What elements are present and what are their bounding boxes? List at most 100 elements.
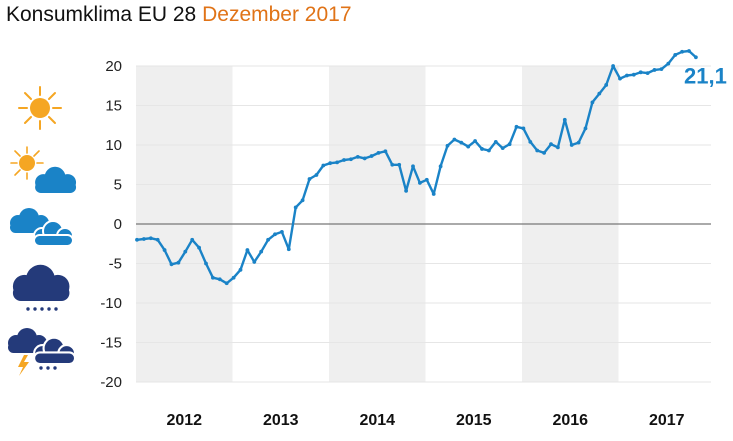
data-point	[480, 147, 484, 151]
data-point	[500, 146, 505, 151]
data-point	[625, 73, 629, 78]
data-point	[645, 71, 650, 76]
data-point	[673, 53, 678, 57]
y-tick-label: 15	[105, 98, 122, 115]
data-point	[431, 192, 436, 196]
data-point	[438, 164, 443, 169]
data-point	[535, 148, 540, 153]
storm-cloud-icon	[8, 328, 77, 376]
data-point	[204, 261, 208, 266]
data-point	[666, 61, 671, 66]
data-point	[459, 140, 464, 145]
data-point	[183, 249, 188, 254]
y-tick-label: -15	[100, 335, 122, 352]
data-point	[562, 117, 567, 122]
data-point	[349, 157, 353, 162]
data-point	[169, 262, 174, 267]
data-point	[528, 139, 533, 144]
data-point	[314, 173, 319, 177]
data-point	[618, 76, 622, 81]
data-point	[542, 151, 546, 155]
data-point	[590, 100, 595, 105]
data-point	[252, 260, 257, 264]
data-point	[611, 64, 615, 68]
y-tick-label: 20	[105, 58, 122, 75]
y-tick-label: -20	[100, 374, 122, 391]
data-point	[148, 236, 153, 241]
data-point	[631, 72, 636, 77]
data-point	[355, 154, 360, 159]
data-point	[418, 181, 422, 185]
data-point	[487, 148, 491, 153]
y-tick-label: 0	[114, 216, 122, 233]
y-tick-label: 5	[114, 177, 122, 194]
data-point	[162, 248, 167, 252]
data-point	[376, 151, 381, 155]
data-point	[638, 70, 643, 75]
data-point	[514, 124, 519, 129]
data-point	[549, 142, 553, 147]
data-point	[576, 140, 581, 145]
data-point	[652, 68, 657, 72]
data-point	[238, 267, 243, 272]
data-point	[493, 139, 498, 144]
y-tick-label: 10	[105, 137, 122, 154]
data-point	[680, 49, 684, 54]
data-point	[135, 237, 139, 242]
data-point	[245, 248, 250, 252]
data-point	[597, 91, 602, 96]
data-point	[190, 237, 195, 242]
data-point	[280, 230, 284, 234]
x-year-label: 2016	[552, 412, 588, 429]
data-point	[362, 156, 367, 161]
data-point	[231, 275, 236, 280]
y-tick-label: -5	[109, 256, 122, 273]
data-point	[452, 137, 457, 142]
data-point	[155, 237, 160, 242]
data-point	[397, 162, 402, 167]
data-point	[217, 277, 222, 282]
data-point	[328, 161, 333, 166]
data-point	[211, 275, 215, 280]
data-point	[466, 144, 471, 149]
data-point	[507, 142, 512, 147]
weather-icon-column	[8, 86, 77, 376]
sun-cloud-icon	[10, 146, 77, 193]
end-value-label: 21,1	[684, 63, 727, 88]
data-point	[404, 188, 408, 193]
data-point	[293, 205, 298, 210]
data-point	[424, 177, 429, 182]
x-year-label: 2012	[166, 412, 202, 429]
data-point	[273, 232, 277, 237]
title-main: Konsumklima EU 28	[6, 3, 197, 26]
data-point	[224, 281, 229, 286]
data-point	[411, 164, 415, 169]
data-point	[445, 143, 450, 148]
data-point	[694, 55, 698, 60]
data-point	[659, 67, 664, 72]
data-point	[569, 143, 574, 147]
data-point	[286, 247, 291, 252]
data-point	[342, 158, 346, 162]
data-point	[176, 260, 181, 265]
x-year-label: 2015	[456, 412, 492, 429]
data-point	[300, 198, 305, 203]
data-point	[556, 145, 560, 150]
data-point	[369, 154, 374, 158]
data-point	[583, 126, 588, 131]
chart-title: Konsumklima EU 28 Dezember 2017	[6, 3, 352, 27]
data-point	[335, 160, 339, 165]
data-point	[687, 49, 691, 53]
y-tick-label: -10	[100, 295, 122, 312]
data-point	[142, 237, 146, 241]
data-point	[307, 177, 312, 181]
data-point	[383, 149, 388, 154]
x-year-label: 2014	[359, 412, 395, 429]
series-line	[136, 49, 697, 285]
sun-icon	[18, 86, 62, 130]
data-point	[473, 139, 477, 143]
rain-cloud-icon	[12, 264, 70, 311]
data-point	[321, 163, 326, 168]
data-point	[604, 83, 609, 87]
